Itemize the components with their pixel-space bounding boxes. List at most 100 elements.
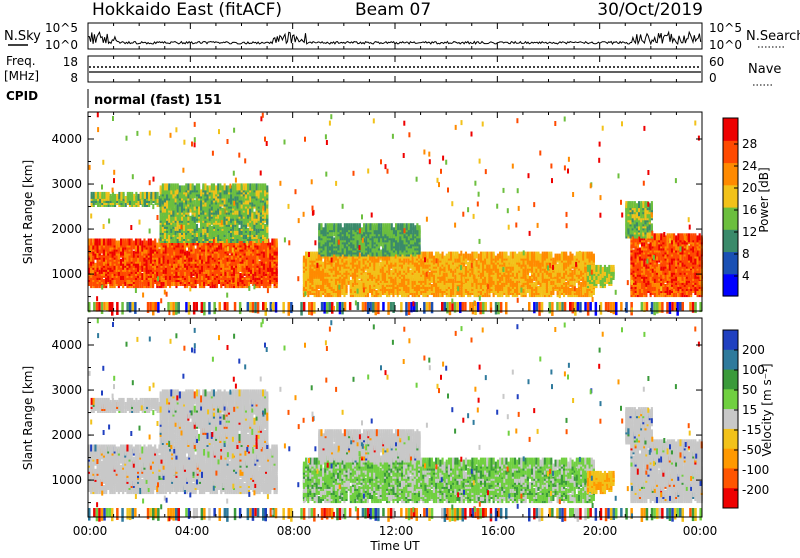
power-cell: [386, 272, 388, 279]
freq-right-tick-top: 60: [709, 55, 724, 69]
power-cell: [584, 252, 586, 259]
power-cell: [101, 255, 103, 262]
power-cell: [164, 216, 166, 223]
nave-label: Nave: [748, 62, 781, 77]
power-cell: [437, 266, 439, 273]
power-cell: [139, 245, 141, 252]
power-cell: [254, 249, 256, 256]
power-cell: [410, 270, 412, 277]
power-cell: [193, 253, 195, 260]
power-cell: [501, 252, 503, 259]
power-cell: [219, 192, 221, 199]
power-cell: [266, 185, 268, 192]
power-cell: [444, 256, 446, 263]
power-cell: [103, 192, 105, 199]
power-cell: [540, 272, 542, 279]
nsearch-label: N.Search: [746, 29, 800, 44]
power-cell: [258, 183, 260, 190]
power-cell: [557, 276, 559, 283]
power-cell: [94, 239, 96, 246]
power-cell: [527, 252, 529, 259]
power-cell: [431, 284, 433, 291]
power-cell: [576, 288, 578, 295]
power-cell: [156, 243, 158, 250]
power-cell: [264, 183, 266, 190]
freq-unit-label: [MHz]: [4, 69, 39, 83]
power-cell: [226, 198, 228, 205]
power-cell: [141, 241, 143, 248]
power-cell: [433, 286, 435, 293]
power-cell: [164, 183, 166, 190]
power-cell: [175, 236, 177, 243]
power-cell: [316, 290, 318, 297]
power-cell: [525, 288, 527, 295]
power-cell: [139, 253, 141, 260]
power-cell: [239, 210, 241, 217]
power-cell: [253, 183, 255, 190]
power-cell: [94, 263, 96, 270]
power-cell: [439, 254, 441, 261]
power-cell: [195, 249, 197, 256]
power-cell: [217, 234, 219, 241]
power-cell: [471, 252, 473, 259]
power-cell: [120, 279, 122, 286]
power-cell: [112, 251, 114, 258]
power-cell: [165, 247, 167, 254]
power-cell: [179, 185, 181, 192]
power-cell: [224, 183, 226, 190]
power-cell: [323, 227, 325, 234]
power-cell: [237, 265, 239, 272]
power-cell: [463, 254, 465, 261]
power-cell: [232, 183, 234, 190]
power-cell: [565, 282, 567, 289]
power-cell: [382, 270, 384, 277]
power-cell: [234, 183, 236, 190]
power-cell: [435, 252, 437, 259]
power-cell: [140, 192, 142, 199]
power-cell: [529, 252, 531, 259]
power-cell: [382, 288, 384, 295]
power-cell: [264, 202, 266, 209]
power-cell: [465, 282, 467, 289]
power-cell: [118, 192, 120, 199]
power-cell: [207, 226, 209, 233]
power-cell: [94, 253, 96, 260]
power-cell: [325, 223, 327, 230]
power-cell: [179, 232, 181, 239]
power-cell: [135, 192, 137, 199]
power-cell: [542, 252, 544, 259]
power-cell: [143, 239, 145, 246]
power-cell: [148, 239, 150, 246]
power-cell: [226, 185, 228, 192]
power-heatmap: [88, 112, 703, 316]
power-cell: [124, 239, 126, 246]
power-cell: [260, 202, 262, 209]
power-cell: [454, 262, 456, 269]
power-cell: [529, 276, 531, 283]
power-cell: [263, 251, 265, 258]
power-cell: [161, 281, 163, 288]
power-cell: [190, 271, 192, 278]
power-cell: [118, 253, 120, 260]
power-cell: [133, 241, 135, 248]
power-cell: [213, 189, 215, 196]
power-cell: [378, 262, 380, 269]
power-cell: [578, 288, 580, 295]
power-cell: [525, 252, 527, 259]
power-cell: [518, 282, 520, 289]
power-cell: [193, 277, 195, 284]
power-cell: [316, 252, 318, 259]
power-cell: [544, 282, 546, 289]
power-cell: [488, 264, 490, 271]
power-cell: [161, 275, 163, 282]
power-cell: [114, 281, 116, 288]
power-cell: [120, 259, 122, 266]
power-cell: [537, 286, 539, 293]
power-cell: [405, 262, 407, 269]
power-cell: [139, 281, 141, 288]
power-cell: [429, 272, 431, 279]
power-cell: [446, 254, 448, 261]
nsky-left-tick-top: 10^5: [45, 21, 78, 35]
power-cell: [557, 264, 559, 271]
power-cell: [346, 286, 348, 293]
